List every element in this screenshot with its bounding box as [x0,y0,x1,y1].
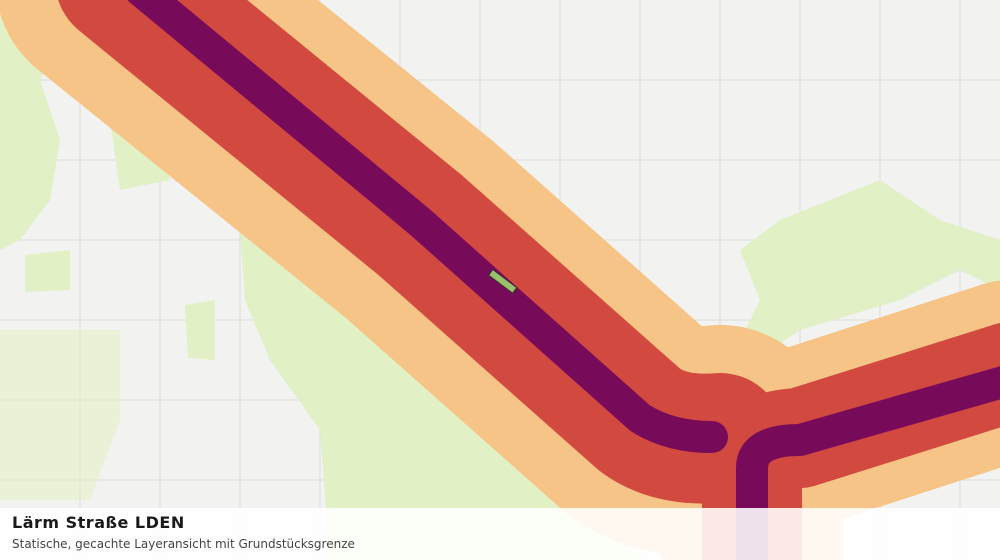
layer-title: Lärm Straße LDEN [12,513,185,532]
layer-subtitle: Statische, gecachte Layeransicht mit Gru… [12,537,355,551]
parcel-boundary [487,268,518,294]
caption-panel: Lärm Straße LDEN Statische, gecachte Lay… [0,508,1000,560]
